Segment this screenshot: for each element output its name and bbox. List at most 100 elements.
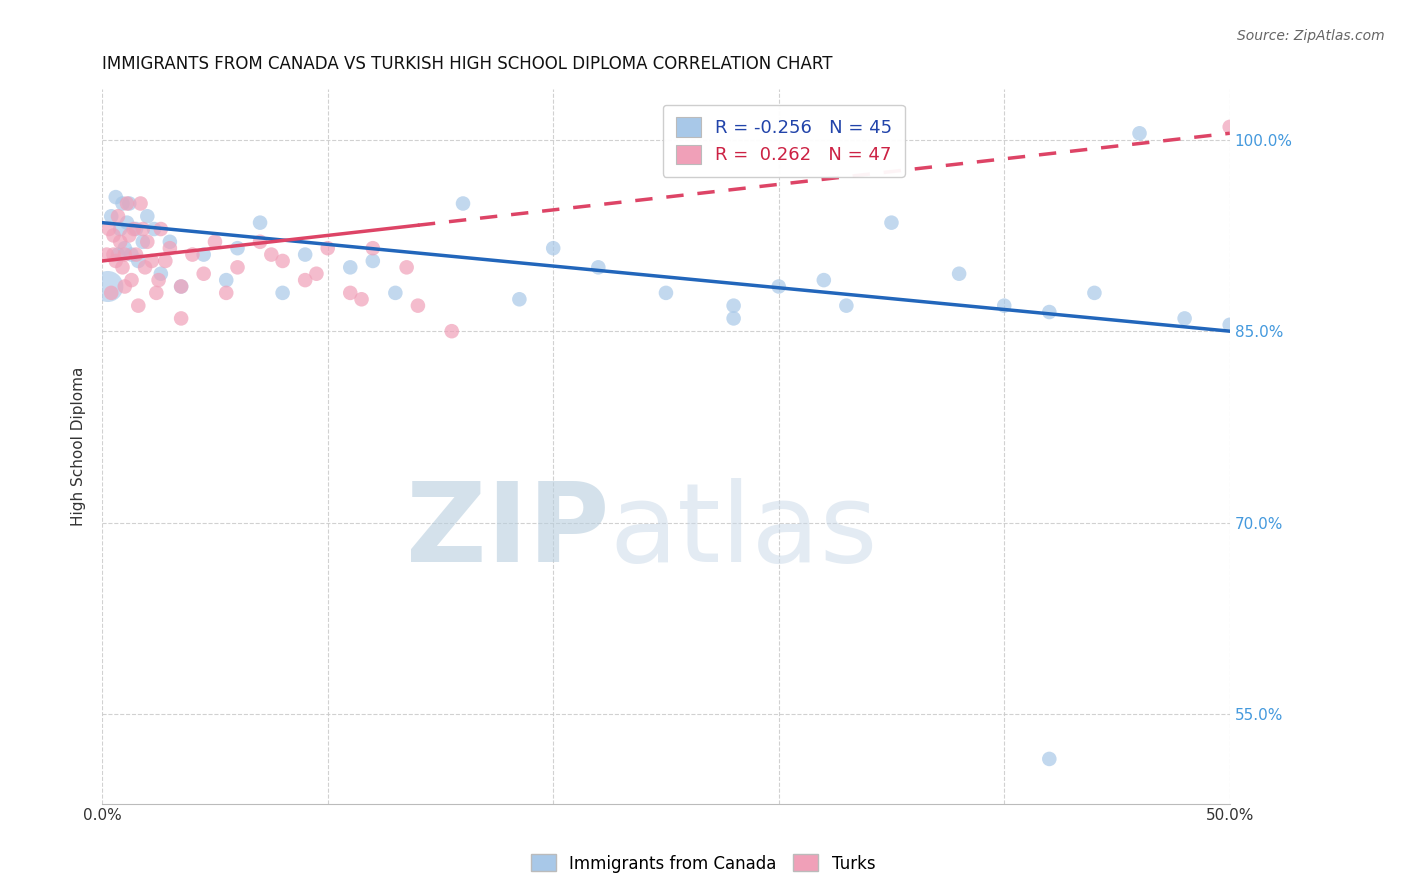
Text: IMMIGRANTS FROM CANADA VS TURKISH HIGH SCHOOL DIPLOMA CORRELATION CHART: IMMIGRANTS FROM CANADA VS TURKISH HIGH S… [103,55,832,73]
Point [541,241,564,255]
Point [249,235,271,249]
Point [122,222,145,236]
Point [835,299,858,313]
Point [107,209,129,223]
Point [125,222,148,236]
Point [127,299,149,313]
Point [103,228,125,243]
Point [204,235,226,249]
Point [145,285,167,300]
Point [159,235,181,249]
Point [271,285,294,300]
Point [149,267,172,281]
Point [993,299,1015,313]
Point [132,235,155,249]
Point [118,196,141,211]
Point [260,247,283,261]
Point [768,279,790,293]
Point [148,273,170,287]
Point [193,267,215,281]
Point [97,279,120,293]
Point [294,247,316,261]
Point [136,209,159,223]
Point [110,222,132,236]
Point [115,216,138,230]
Legend: Immigrants from Canada, Turks: Immigrants from Canada, Turks [524,847,882,880]
Point [132,222,155,236]
Point [107,247,129,261]
Point [271,254,294,268]
Point [121,273,143,287]
Point [508,292,530,306]
Point [100,285,122,300]
Point [136,235,159,249]
Y-axis label: High School Diploma: High School Diploma [72,367,86,525]
Point [1219,318,1241,332]
Point [103,247,125,261]
Point [104,254,127,268]
Point [451,196,474,211]
Legend: R = -0.256   N = 45, R =  0.262   N = 47: R = -0.256 N = 45, R = 0.262 N = 47 [662,104,905,177]
Point [948,267,970,281]
Point [1038,752,1060,766]
Point [723,299,745,313]
Point [339,285,361,300]
Point [110,235,132,249]
Point [361,254,384,268]
Point [127,254,149,268]
Point [125,247,148,261]
Text: ZIP: ZIP [406,478,610,585]
Point [134,260,156,275]
Point [215,273,238,287]
Point [813,273,835,287]
Point [723,311,745,326]
Point [655,285,678,300]
Point [143,222,166,236]
Point [96,247,118,261]
Point [114,247,136,261]
Point [1219,120,1241,134]
Point [129,196,152,211]
Point [115,196,138,211]
Point [880,216,903,230]
Point [249,216,271,230]
Point [193,247,215,261]
Text: Source: ZipAtlas.com: Source: ZipAtlas.com [1237,29,1385,43]
Point [406,299,429,313]
Point [170,279,193,293]
Point [170,311,193,326]
Point [226,241,249,255]
Point [111,260,134,275]
Point [384,285,406,300]
Point [170,279,193,293]
Point [149,222,172,236]
Point [305,267,328,281]
Point [159,241,181,255]
Point [215,285,238,300]
Point [361,241,384,255]
Point [226,260,249,275]
Point [98,222,121,236]
Point [588,260,610,275]
Point [100,209,122,223]
Point [1083,285,1105,300]
Point [1038,305,1060,319]
Text: atlas: atlas [610,478,879,585]
Point [294,273,316,287]
Point [114,241,136,255]
Point [1174,311,1197,326]
Point [350,292,373,306]
Point [339,260,361,275]
Point [104,190,127,204]
Point [114,279,136,293]
Point [155,254,177,268]
Point [141,254,163,268]
Point [440,324,463,338]
Point [121,247,143,261]
Point [118,228,141,243]
Point [316,241,339,255]
Point [111,196,134,211]
Point [395,260,418,275]
Point [181,247,204,261]
Point [1128,126,1150,140]
